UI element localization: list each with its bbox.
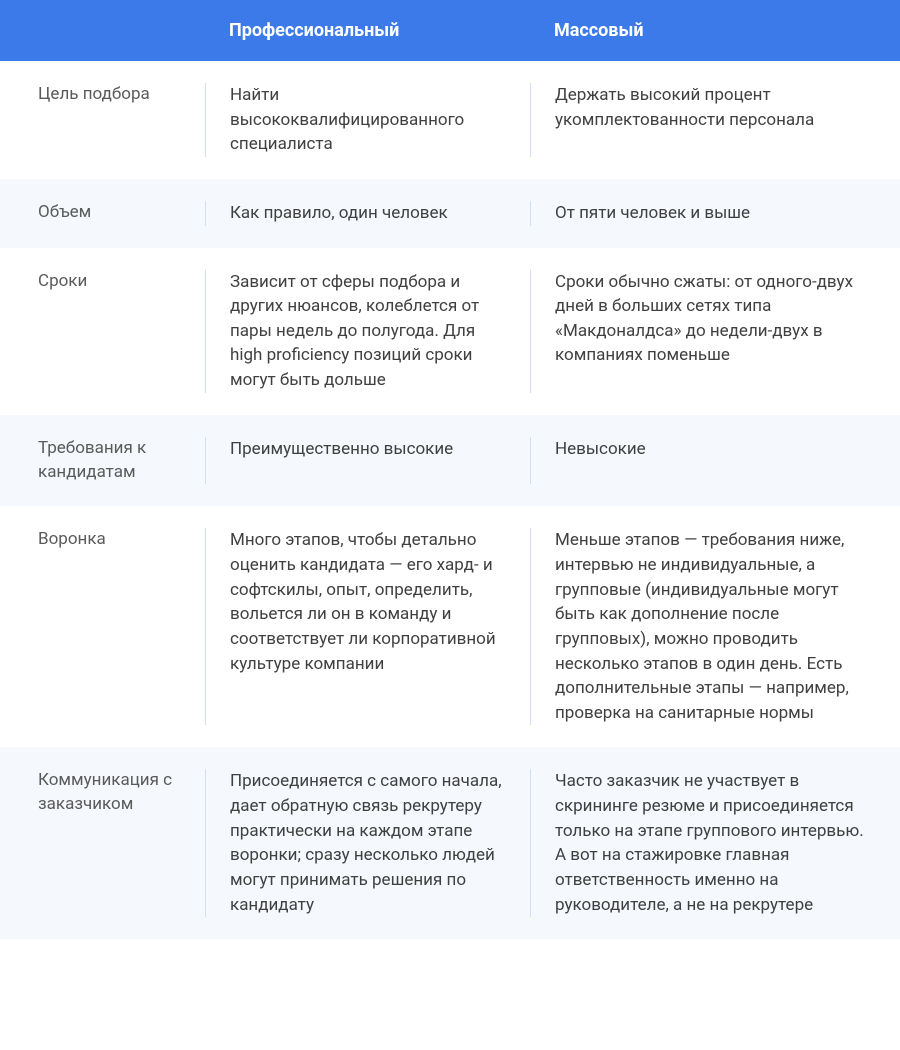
row-label: Воронка bbox=[0, 528, 205, 725]
header-cell-professional: Профессиональный bbox=[205, 20, 530, 41]
header-cell-empty bbox=[0, 20, 205, 41]
header-cell-mass: Массовый bbox=[530, 20, 900, 41]
row-label: Требования к кандидатам bbox=[0, 437, 205, 485]
comparison-table: Профессиональный Массовый Цель подбора Н… bbox=[0, 0, 900, 939]
table-row: Объем Как правило, один человек От пяти … bbox=[0, 179, 900, 248]
row-cell-mass: Сроки обычно сжаты: от одного-двух дней … bbox=[530, 270, 900, 393]
table-row: Коммуникация с заказчиком Присоединяется… bbox=[0, 747, 900, 939]
table-row: Воронка Много этапов, чтобы детально оце… bbox=[0, 506, 900, 747]
row-label: Сроки bbox=[0, 270, 205, 393]
row-cell-mass: От пяти человек и выше bbox=[530, 201, 900, 226]
row-cell-professional: Как правило, один человек bbox=[205, 201, 530, 226]
table-row: Сроки Зависит от сферы подбора и других … bbox=[0, 248, 900, 415]
row-label: Коммуникация с заказчиком bbox=[0, 769, 205, 917]
row-cell-professional: Преимущественно высокие bbox=[205, 437, 530, 485]
row-cell-mass: Держать высокий процент укомплектованнос… bbox=[530, 83, 900, 157]
row-cell-mass: Невысокие bbox=[530, 437, 900, 485]
row-cell-mass: Меньше этапов — требования ниже, интервь… bbox=[530, 528, 900, 725]
row-cell-professional: Найти высококвалифицированного специалис… bbox=[205, 83, 530, 157]
row-cell-professional: Присоединяется с самого начала, дает обр… bbox=[205, 769, 530, 917]
row-label: Цель подбора bbox=[0, 83, 205, 157]
table-header-row: Профессиональный Массовый bbox=[0, 0, 900, 61]
table-row: Требования к кандидатам Преимущественно … bbox=[0, 415, 900, 507]
table-row: Цель подбора Найти высококвалифицированн… bbox=[0, 61, 900, 179]
row-label: Объем bbox=[0, 201, 205, 226]
row-cell-professional: Много этапов, чтобы детально оценить кан… bbox=[205, 528, 530, 725]
row-cell-professional: Зависит от сферы подбора и других нюансо… bbox=[205, 270, 530, 393]
row-cell-mass: Часто заказчик не участвует в скрининге … bbox=[530, 769, 900, 917]
